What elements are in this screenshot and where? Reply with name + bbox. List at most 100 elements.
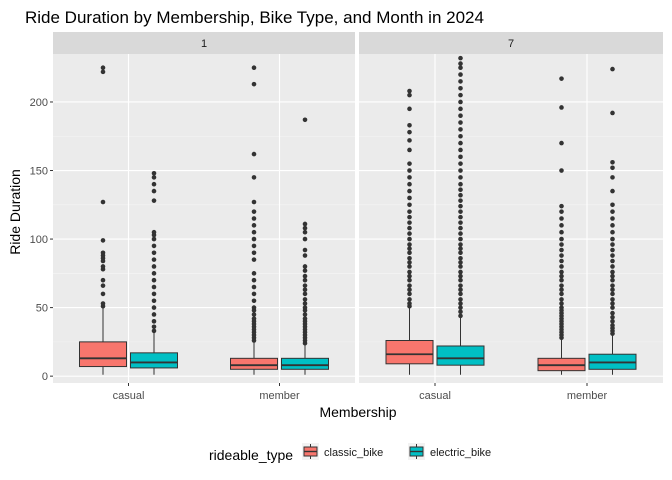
outlier-point	[100, 199, 106, 205]
legend-title: rideable_type	[209, 447, 293, 463]
outlier-point	[100, 69, 106, 75]
outlier-point	[151, 319, 157, 324]
y-axis: 0 50 100 150 200	[30, 97, 53, 383]
outlier-point	[151, 236, 157, 242]
outlier-point	[610, 159, 615, 165]
outlier-point	[407, 225, 412, 231]
outlier-point	[458, 175, 463, 180]
facet-panel-1: 1	[53, 32, 355, 383]
box-casual-electric_bike	[436, 55, 485, 375]
outlier-point	[559, 253, 564, 258]
outlier-point	[151, 181, 157, 187]
outlier-point	[151, 324, 157, 330]
outlier-point	[302, 236, 308, 242]
outlier-point	[458, 168, 463, 173]
outlier-point	[302, 229, 308, 235]
outlier-point	[458, 291, 463, 297]
outlier-point	[302, 283, 308, 288]
outlier-point	[458, 61, 463, 66]
legend-item-electric_bike: electric_bike	[408, 443, 491, 460]
outlier-point	[251, 236, 257, 242]
outlier-point	[302, 117, 308, 123]
outlier-point	[151, 188, 157, 194]
box-member-classic_bike	[537, 76, 586, 375]
outlier-point	[610, 319, 615, 324]
outlier-point	[302, 287, 308, 293]
outlier-point	[610, 314, 615, 320]
outlier-point	[407, 188, 412, 194]
outlier-point	[610, 202, 615, 208]
outlier-point	[407, 260, 412, 265]
outlier-point	[610, 310, 615, 316]
outlier-point	[610, 209, 615, 214]
outlier-point	[407, 242, 412, 247]
outlier-point	[100, 264, 106, 269]
outlier-point	[610, 297, 615, 302]
outlier-point	[302, 291, 308, 297]
outlier-point	[251, 229, 257, 235]
outlier-point	[251, 291, 257, 297]
outlier-point	[458, 203, 463, 209]
outlier-point	[458, 220, 463, 225]
outlier-point	[407, 92, 412, 98]
outlier-point	[302, 305, 308, 310]
outlier-point	[302, 268, 308, 273]
outlier-point	[559, 305, 564, 310]
outlier-point	[458, 297, 463, 302]
outlier-point	[458, 92, 463, 98]
outlier-point	[151, 264, 157, 269]
outlier-point	[302, 264, 308, 269]
outlier-point	[458, 214, 463, 220]
outlier-point	[610, 175, 615, 180]
outlier-point	[407, 291, 412, 297]
y-tick-label: 50	[36, 303, 48, 315]
outlier-point	[610, 242, 615, 247]
outlier-point	[559, 277, 564, 283]
x-tick-label: member	[567, 390, 608, 402]
outlier-point	[559, 291, 564, 297]
box-iqr	[436, 345, 485, 366]
outlier-point	[559, 273, 564, 279]
outlier-point	[251, 316, 257, 321]
x-axis: casual member casual member	[113, 383, 608, 402]
outlier-point	[610, 165, 615, 171]
outlier-point	[302, 273, 308, 279]
outlier-point	[407, 106, 412, 112]
outlier-point	[458, 236, 463, 242]
outlier-point	[407, 301, 412, 306]
outlier-point	[407, 264, 412, 269]
outlier-point	[251, 175, 257, 180]
outlier-point	[100, 65, 106, 71]
legend-item-classic_bike: classic_bike	[302, 443, 383, 460]
outlier-point	[458, 231, 463, 236]
outlier-point	[610, 188, 615, 194]
outlier-point	[407, 236, 412, 242]
outlier-point	[458, 55, 463, 61]
outlier-point	[407, 202, 412, 208]
outlier-point	[610, 223, 615, 228]
outlier-point	[302, 297, 308, 302]
outlier-point	[610, 269, 615, 275]
outlier-point	[407, 129, 412, 135]
outlier-point	[610, 283, 615, 288]
x-tick-label: casual	[419, 390, 451, 402]
outlier-point	[559, 105, 564, 110]
facet-panel-7: 7	[359, 32, 663, 383]
outlier-point	[458, 264, 463, 269]
outlier-point	[151, 277, 157, 283]
outlier-point	[458, 198, 463, 203]
outlier-point	[407, 138, 412, 143]
outlier-point	[458, 127, 463, 132]
box-casual-electric_bike	[130, 170, 178, 375]
outlier-point	[251, 81, 257, 87]
outlier-point	[610, 287, 615, 293]
outlier-point	[151, 170, 157, 176]
outlier-point	[610, 264, 615, 269]
outlier-point	[251, 243, 257, 249]
outlier-point	[458, 79, 463, 84]
outlier-point	[151, 305, 157, 310]
outlier-point	[100, 250, 106, 256]
outlier-point	[151, 175, 157, 180]
outlier-point	[559, 229, 564, 235]
